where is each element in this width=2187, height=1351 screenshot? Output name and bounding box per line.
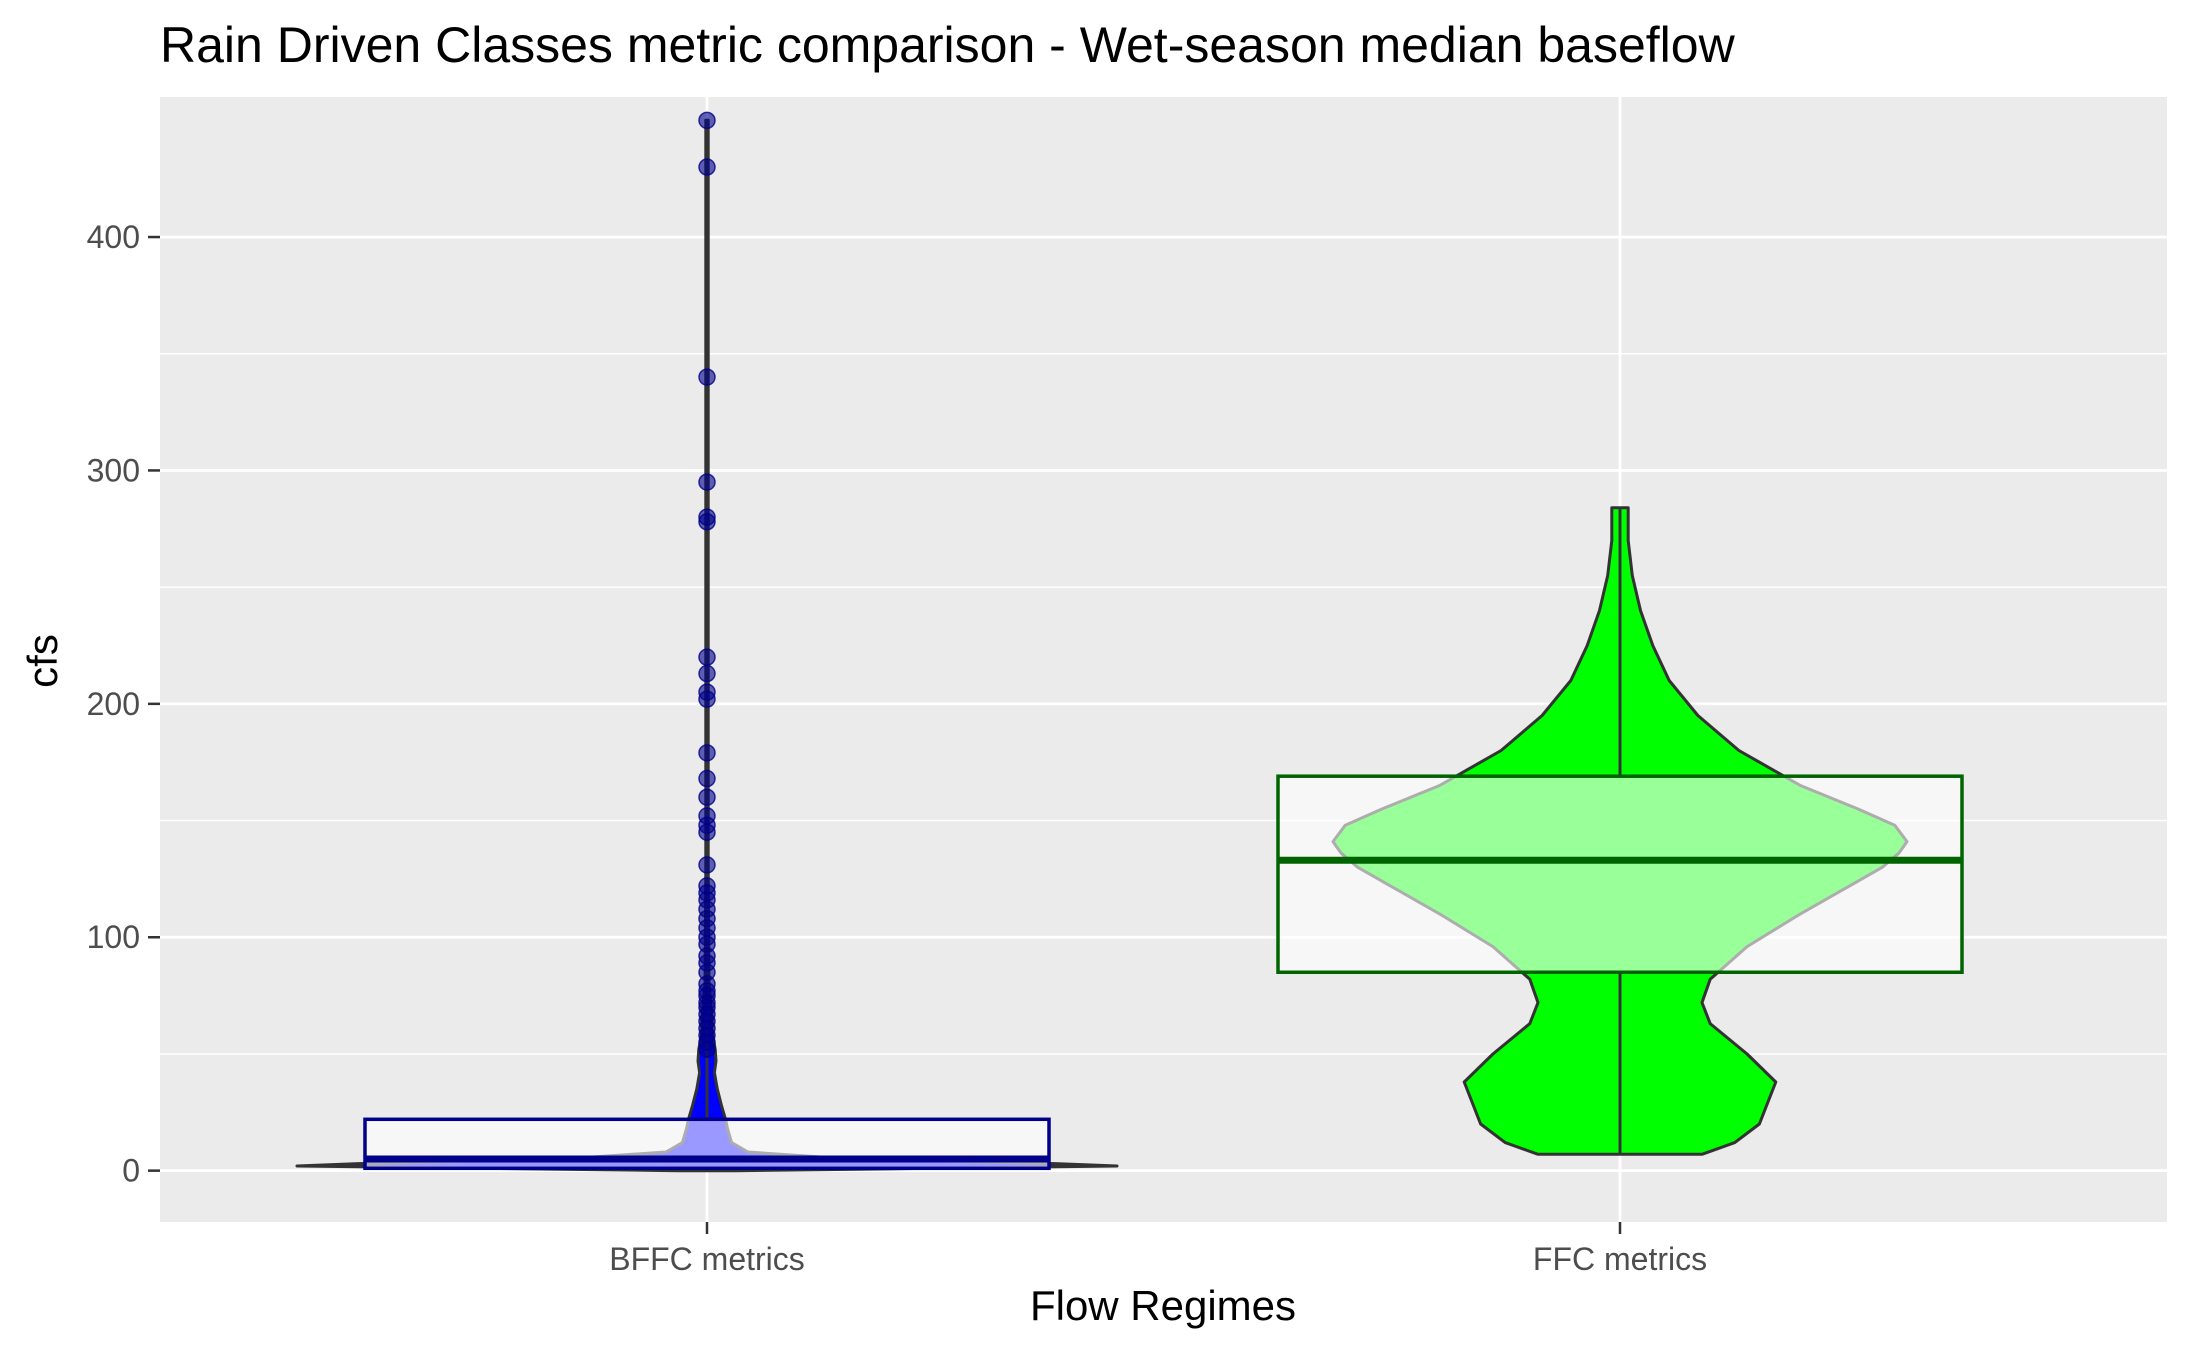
chart-title: Rain Driven Classes metric comparison - …: [160, 17, 1736, 73]
x-axis-title: Flow Regimes: [1030, 1282, 1296, 1329]
outlier-point: [698, 1040, 716, 1059]
y-tick-label: 200: [87, 686, 140, 722]
x-tick-label: BFFC metrics: [609, 1241, 805, 1277]
y-tick-label: 0: [122, 1153, 140, 1189]
outlier-point: [698, 473, 716, 491]
outlier-point: [698, 690, 716, 708]
outlier-point: [698, 769, 716, 788]
x-tick-label: FFC metrics: [1533, 1241, 1707, 1277]
outlier-points: [698, 111, 716, 1059]
outlier-point: [698, 111, 716, 130]
outlier-point: [698, 513, 716, 531]
plot-panel: [160, 97, 2167, 1222]
outlier-point: [698, 158, 716, 176]
box-ffc: [1276, 774, 1964, 975]
y-tick-label: 100: [87, 919, 140, 955]
outlier-point: [698, 368, 716, 386]
outlier-point: [698, 744, 716, 762]
y-axis-title: cfs: [19, 634, 66, 688]
y-tick-label: 300: [87, 452, 140, 488]
outlier-point: [698, 823, 716, 841]
outlier-point: [698, 648, 716, 666]
outlier-point: [698, 856, 716, 874]
outlier-point: [698, 664, 716, 683]
outlier-point: [698, 788, 716, 806]
y-tick-label: 400: [87, 219, 140, 255]
axes: 0 100 200 300 400 BFFC metrics FFC metrics: [87, 219, 1707, 1277]
